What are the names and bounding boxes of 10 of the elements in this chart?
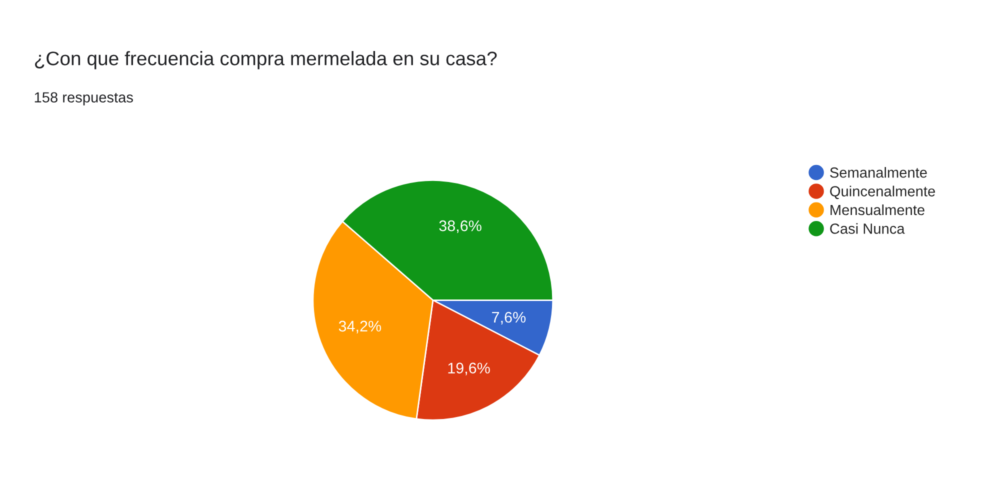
legend-label: Casi Nunca	[830, 223, 905, 234]
text: 158 respuestas	[34, 92, 133, 106]
legend-label: Mensualmente	[830, 204, 924, 216]
data-label: 7,6%	[492, 312, 526, 324]
data-label: 34,2%	[338, 320, 382, 334]
legend-label: Semanalmente	[830, 167, 927, 178]
data-label: 19,6%	[448, 362, 490, 376]
data-label: 38,6%	[439, 220, 482, 234]
chart-title: ¿Con que frecuencia compra mermelada en su casa?	[35, 51, 497, 70]
legend-label: Quincenalmente	[830, 186, 935, 200]
